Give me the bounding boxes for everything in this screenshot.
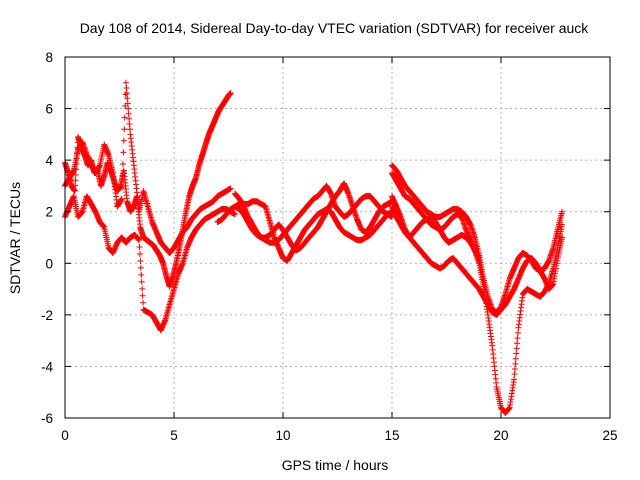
data-point bbox=[137, 264, 144, 271]
chart-title: Day 108 of 2014, Sidereal Day-to-day VTE… bbox=[80, 20, 590, 36]
data-point bbox=[122, 102, 129, 109]
x-axis-label: GPS time / hours bbox=[282, 457, 389, 473]
series-a2 bbox=[62, 79, 234, 256]
data-point bbox=[514, 335, 521, 342]
series-b2 bbox=[232, 180, 395, 254]
x-tick-label: 10 bbox=[275, 428, 290, 443]
data-point bbox=[126, 121, 133, 128]
data-point bbox=[124, 100, 131, 107]
data-point bbox=[511, 371, 518, 378]
data-point bbox=[514, 340, 521, 347]
data-point bbox=[120, 149, 127, 156]
y-tick-label: -2 bbox=[41, 308, 53, 323]
series-c1 bbox=[389, 162, 566, 316]
y-tick-label: 4 bbox=[45, 153, 53, 168]
data-point bbox=[72, 177, 79, 184]
x-tick-label: 25 bbox=[602, 428, 617, 443]
data-point bbox=[513, 350, 520, 357]
x-tick-label: 0 bbox=[61, 428, 69, 443]
data-point bbox=[121, 126, 128, 133]
data-point bbox=[476, 255, 483, 262]
data-point bbox=[511, 366, 518, 373]
data-point bbox=[119, 184, 126, 191]
series-c2 bbox=[389, 170, 566, 416]
y-tick-label: 8 bbox=[45, 50, 53, 65]
data-point bbox=[512, 360, 519, 367]
data-point bbox=[138, 271, 145, 278]
grid bbox=[65, 57, 610, 418]
x-tick-label: 5 bbox=[170, 428, 178, 443]
data-point bbox=[136, 237, 143, 244]
data-point bbox=[227, 90, 234, 97]
data-point bbox=[512, 355, 519, 362]
data-point bbox=[120, 137, 127, 144]
series-c4 bbox=[389, 203, 483, 262]
plot-border bbox=[64, 56, 611, 419]
data-point bbox=[513, 345, 520, 352]
data-point bbox=[72, 182, 79, 189]
data-point bbox=[232, 211, 239, 218]
data-point bbox=[125, 110, 132, 117]
data-point bbox=[139, 292, 146, 299]
data-point bbox=[71, 188, 78, 195]
data-point bbox=[559, 234, 566, 241]
y-tick-label: 2 bbox=[45, 205, 53, 220]
data-point bbox=[123, 84, 130, 91]
data-point bbox=[122, 91, 129, 98]
y-axis-label: SDTVAR / TECUs bbox=[7, 182, 23, 294]
series-b3 bbox=[214, 198, 395, 264]
data-point bbox=[511, 376, 518, 383]
data-point bbox=[140, 299, 147, 306]
y-tick-label: 6 bbox=[45, 102, 53, 117]
data-point bbox=[136, 251, 143, 258]
data-point bbox=[126, 115, 133, 122]
x-tick-label: 20 bbox=[493, 428, 508, 443]
data-point bbox=[125, 105, 132, 112]
data-point bbox=[119, 161, 126, 168]
data-point bbox=[136, 244, 143, 251]
data-point bbox=[138, 278, 145, 285]
data-point bbox=[121, 114, 128, 121]
data-point bbox=[123, 79, 130, 86]
y-tick-label: 0 bbox=[45, 256, 53, 271]
data-point bbox=[515, 329, 522, 336]
data-point bbox=[119, 172, 126, 179]
y-tick-label: -6 bbox=[41, 411, 53, 426]
y-tick-label: -4 bbox=[41, 359, 53, 374]
data-point bbox=[118, 195, 125, 202]
data-points bbox=[62, 79, 566, 416]
data-point bbox=[559, 208, 566, 215]
data-point bbox=[137, 257, 144, 264]
data-point bbox=[123, 90, 130, 97]
data-point bbox=[559, 221, 566, 228]
x-tick-label: 15 bbox=[384, 428, 399, 443]
series-a1 bbox=[62, 90, 234, 290]
data-point bbox=[227, 185, 234, 192]
data-point bbox=[139, 285, 146, 292]
axis-ticks: 0 5 10 15 20 25 -6 -4 -2 0 2 4 6 8 bbox=[41, 50, 618, 443]
data-point bbox=[126, 126, 133, 133]
data-point bbox=[124, 95, 131, 102]
